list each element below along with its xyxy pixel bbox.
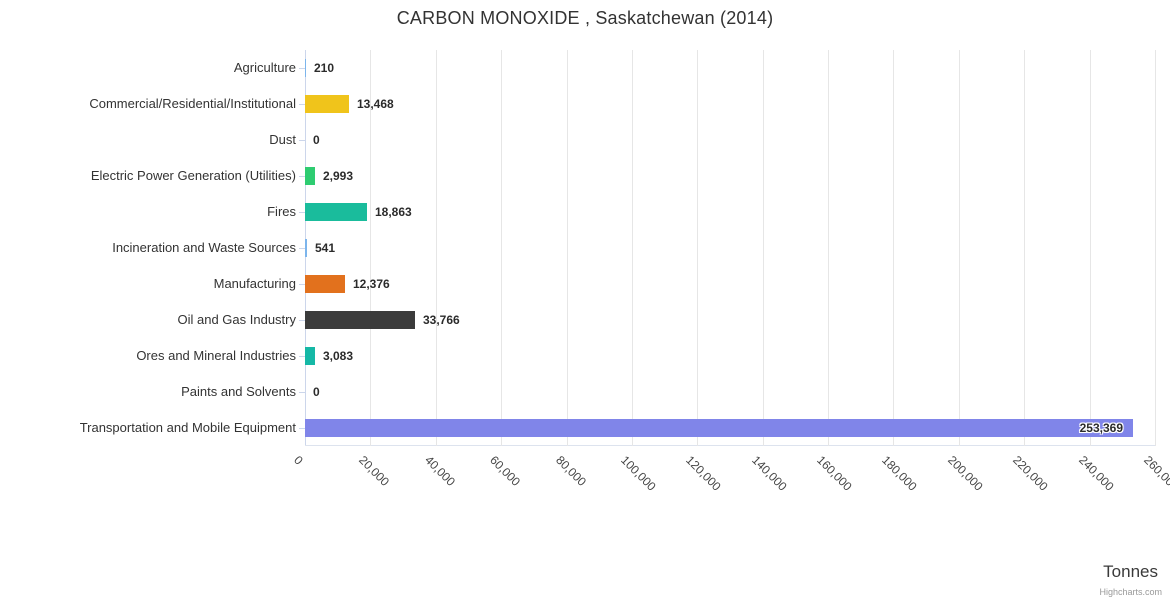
category-label: Transportation and Mobile Equipment — [79, 420, 296, 435]
grid-line — [436, 50, 437, 446]
bar[interactable] — [305, 275, 345, 293]
grid-line — [632, 50, 633, 446]
category-label: Electric Power Generation (Utilities) — [90, 168, 296, 183]
category-tick — [299, 284, 305, 285]
x-tick-label: 0 — [291, 453, 306, 468]
bar-value-label: 0 — [313, 385, 320, 399]
x-tick-label: 120,000 — [683, 453, 724, 494]
x-tick-label: 200,000 — [945, 453, 986, 494]
category-tick — [299, 428, 305, 429]
category-tick — [299, 140, 305, 141]
category-label: Incineration and Waste Sources — [112, 240, 296, 255]
bar-value-label: 2,993 — [323, 169, 354, 183]
bar-value-label: 12,376 — [353, 277, 390, 291]
grid-line — [763, 50, 764, 446]
bar[interactable] — [305, 59, 306, 77]
grid-line — [1024, 50, 1025, 446]
x-tick-label: 180,000 — [879, 453, 920, 494]
category-label: Ores and Mineral Industries — [136, 348, 296, 363]
bar-value-label: 13,468 — [357, 97, 394, 111]
grid-line — [893, 50, 894, 446]
x-tick-label: 80,000 — [553, 453, 589, 489]
bar[interactable] — [305, 239, 307, 257]
bar[interactable] — [305, 203, 367, 221]
bar-value-label: 210 — [314, 61, 335, 75]
grid-line — [697, 50, 698, 446]
bar-value-label: 33,766 — [423, 313, 460, 327]
category-label: Manufacturing — [213, 276, 296, 291]
category-tick — [299, 356, 305, 357]
x-tick-label: 40,000 — [422, 453, 458, 489]
x-tick-label: 240,000 — [1076, 453, 1117, 494]
bar-value-label: 0 — [313, 133, 320, 147]
category-tick — [299, 392, 305, 393]
bar-value-label: 253,369 — [1079, 421, 1123, 435]
credits-link[interactable]: Highcharts.com — [1099, 587, 1162, 597]
category-tick — [299, 320, 305, 321]
category-tick — [299, 104, 305, 105]
x-tick-label: 260,000 — [1141, 453, 1170, 494]
x-tick-label: 100,000 — [618, 453, 659, 494]
category-tick — [299, 212, 305, 213]
grid-line — [828, 50, 829, 446]
bar-value-label: 3,083 — [323, 349, 354, 363]
plot-area — [305, 50, 1156, 446]
x-tick-label: 160,000 — [814, 453, 855, 494]
category-label: Paints and Solvents — [181, 384, 296, 399]
grid-line — [1090, 50, 1091, 446]
bar[interactable] — [305, 419, 1133, 437]
grid-line — [370, 50, 371, 446]
bar-value-label: 18,863 — [375, 205, 412, 219]
grid-line — [501, 50, 502, 446]
bar-value-label: 541 — [315, 241, 336, 255]
category-label: Oil and Gas Industry — [177, 312, 297, 327]
category-label: Agriculture — [233, 60, 296, 75]
x-tick-label: 140,000 — [749, 453, 790, 494]
grid-line — [959, 50, 960, 446]
category-label: Dust — [269, 132, 296, 147]
value-axis-line — [305, 445, 1155, 446]
bar[interactable] — [305, 167, 315, 185]
bar[interactable] — [305, 311, 415, 329]
grid-line — [567, 50, 568, 446]
x-tick-label: 220,000 — [1010, 453, 1051, 494]
value-axis-title: Tonnes — [1103, 562, 1158, 581]
x-tick-label: 60,000 — [487, 453, 523, 489]
category-label: Fires — [267, 204, 296, 219]
category-tick — [299, 248, 305, 249]
bar[interactable] — [305, 347, 315, 365]
category-tick — [299, 176, 305, 177]
chart-title: CARBON MONOXIDE , Saskatchewan (2014) — [396, 8, 774, 28]
grid-line — [1155, 50, 1156, 446]
x-tick-label: 20,000 — [356, 453, 392, 489]
category-axis: Agriculture Commercial/Residential/Instit… — [0, 50, 296, 446]
category-tick — [299, 68, 305, 69]
bar[interactable] — [305, 95, 349, 113]
category-label: Commercial/Residential/Institutional — [89, 96, 296, 111]
